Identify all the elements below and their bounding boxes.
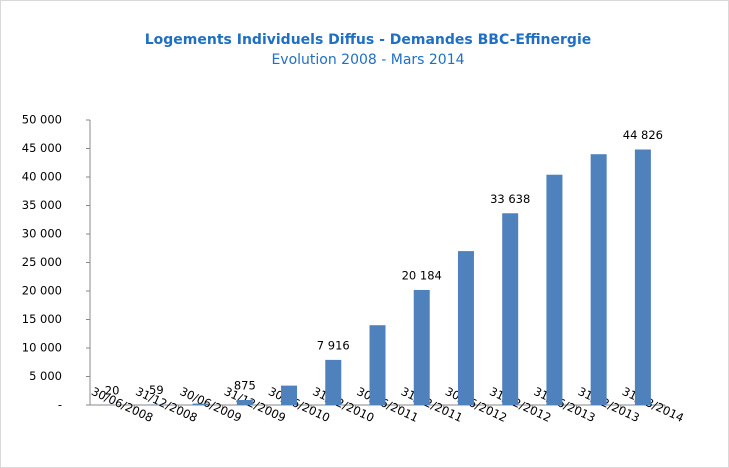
data-label: 20 [105, 383, 120, 397]
bar [502, 213, 519, 405]
data-label: 20 184 [402, 268, 442, 282]
y-tick-label: 10 000 [22, 341, 62, 355]
data-label: 7 916 [317, 338, 350, 352]
y-tick-label: 35 000 [22, 198, 62, 212]
data-label: 44 826 [623, 128, 663, 142]
bar [281, 385, 298, 405]
bar [325, 359, 342, 405]
y-tick-label: 20 000 [22, 284, 62, 298]
bar [369, 325, 386, 405]
bar [457, 251, 474, 405]
bar [634, 149, 651, 405]
y-tick-label: 25 000 [22, 255, 62, 269]
y-tick-label: 5 000 [29, 369, 62, 383]
bar [192, 403, 209, 405]
chart-title: Logements Individuels Diffus - Demandes … [145, 32, 591, 48]
bar [236, 400, 253, 405]
bar [590, 154, 607, 405]
y-tick-label: 45 000 [22, 141, 62, 155]
bar [413, 289, 430, 405]
chart-subtitle: Evolution 2008 - Mars 2014 [271, 52, 464, 68]
data-label: 33 638 [490, 192, 530, 206]
y-tick-label: 30 000 [22, 227, 62, 241]
y-tick-label: 15 000 [22, 312, 62, 326]
y-tick-label: - [58, 398, 62, 412]
y-tick-label: 40 000 [22, 170, 62, 184]
y-tick-label: 50 000 [22, 113, 62, 127]
bar [546, 174, 563, 405]
data-label: 875 [234, 379, 256, 393]
data-label: 59 [149, 383, 164, 397]
